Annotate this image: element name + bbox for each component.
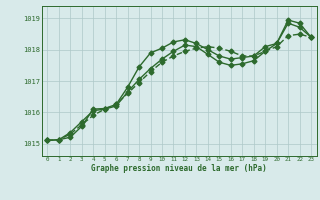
X-axis label: Graphe pression niveau de la mer (hPa): Graphe pression niveau de la mer (hPa) <box>91 164 267 173</box>
